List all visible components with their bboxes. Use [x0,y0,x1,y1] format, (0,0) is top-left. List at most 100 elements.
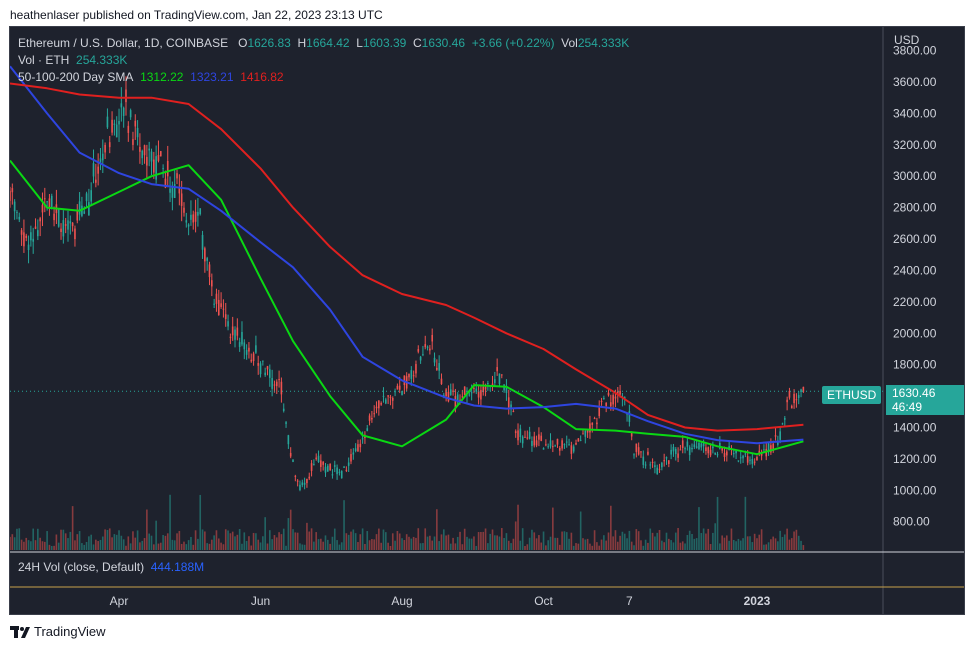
volume-bar [282,528,285,550]
candle-body [241,332,243,345]
sma-row[interactable]: 50-100-200 Day SMA 1312.22 1323.21 1416.… [18,69,629,86]
vol-eth-value: 254.333K [76,53,128,67]
volume-bar [317,539,320,550]
volume-bar [494,535,496,550]
candle-body [373,413,376,415]
volume-bar [69,531,72,550]
candle-body [452,390,454,392]
volume-bar [39,537,41,550]
volume-bar [16,528,18,550]
volume-bar [289,509,292,550]
volume-bar [76,534,79,550]
tradingview-logo[interactable]: TradingView [10,624,106,639]
candle-body [106,116,109,128]
volume-bar [582,538,584,550]
candle-body [688,447,691,456]
volume-bar [725,535,728,550]
volume-bar [677,528,679,550]
candle-body [201,234,204,250]
candle-body [180,193,183,206]
candle-body [512,411,515,413]
candle-body [115,124,118,138]
candle-body [677,453,679,458]
candle-body [758,450,761,455]
volume-bar [403,540,406,550]
candle-body [129,110,132,118]
vol-value: 254.333K [577,36,630,50]
volume-bar [656,532,659,550]
volume-bar [99,539,102,550]
volume-bar [55,534,58,550]
volume-bar [217,538,220,550]
volume-bar [565,532,568,550]
candle-body [802,386,805,392]
candle-body [361,438,364,440]
candle-body [294,475,297,477]
candle-body [607,392,610,396]
candle-body [185,220,188,223]
candle-body [368,415,371,421]
candle-body [141,150,144,159]
volume-bar [410,538,413,550]
candle-body [211,280,213,287]
volume-bar [433,536,436,550]
candle-body [470,392,473,394]
candle-body [371,417,373,420]
volume-bar [790,538,793,550]
sma-line-50 [10,159,804,456]
price-chart[interactable]: 3800.00 3600.00 3400.00 3200.00 3000.00 2800.… [10,27,964,614]
candle-body [192,214,195,223]
candle-body [162,168,164,170]
volume-bar [445,535,447,550]
candle-body [619,391,621,395]
volume-bar [231,531,234,550]
volume-bar [517,504,519,550]
candle-body [424,344,427,348]
volume-bar [670,540,672,550]
candle-body [716,454,719,456]
candle-body [445,389,447,397]
volume-bar [248,536,250,550]
volume-pane-legend[interactable]: 24H Vol (close, Default) 444.188M [18,560,204,574]
volume-bar [721,535,723,550]
currency-label[interactable]: USD [894,33,920,47]
volume-bar [34,540,37,550]
volume-bar [644,539,647,550]
volume-bar [542,531,545,550]
volume-bar [742,538,744,550]
volume-bar [665,532,668,550]
candle-body [169,188,171,193]
volume-bar [104,529,106,550]
symbol-name[interactable]: Ethereum / U.S. Dollar, 1D, COINBASE [18,36,229,50]
candle-body [540,435,543,441]
volume-bar [366,531,369,550]
volume-bar [361,528,364,550]
volume-bar [389,545,392,550]
volume-bar [630,541,633,550]
sma-label: 50-100-200 Day SMA [18,70,134,84]
volume-bar [452,537,454,550]
candle-body [663,460,665,462]
volume-bar [113,534,116,550]
volume-bar [463,528,466,550]
volume-bar [25,537,28,550]
candle-body [30,232,32,241]
chart-frame[interactable]: 3800.00 3600.00 3400.00 3200.00 3000.00 2800.… [9,26,965,615]
volume-bar [345,533,348,550]
candle-body [702,443,705,447]
candle-body [628,411,631,422]
vol-eth-row[interactable]: Vol · ETH 254.333K [18,52,629,69]
volume-bar [280,534,283,550]
candle-body [83,211,86,214]
volume-bar [11,534,14,550]
candle-body [417,349,420,352]
candle-body [178,187,181,194]
candle-body [797,395,800,398]
candle-body [554,445,556,447]
volume-bar [206,543,208,550]
volume-bar [482,531,485,550]
volume-bar [278,532,280,550]
candle-body [484,386,487,390]
candle-body [549,440,552,447]
candle-body [264,372,266,376]
